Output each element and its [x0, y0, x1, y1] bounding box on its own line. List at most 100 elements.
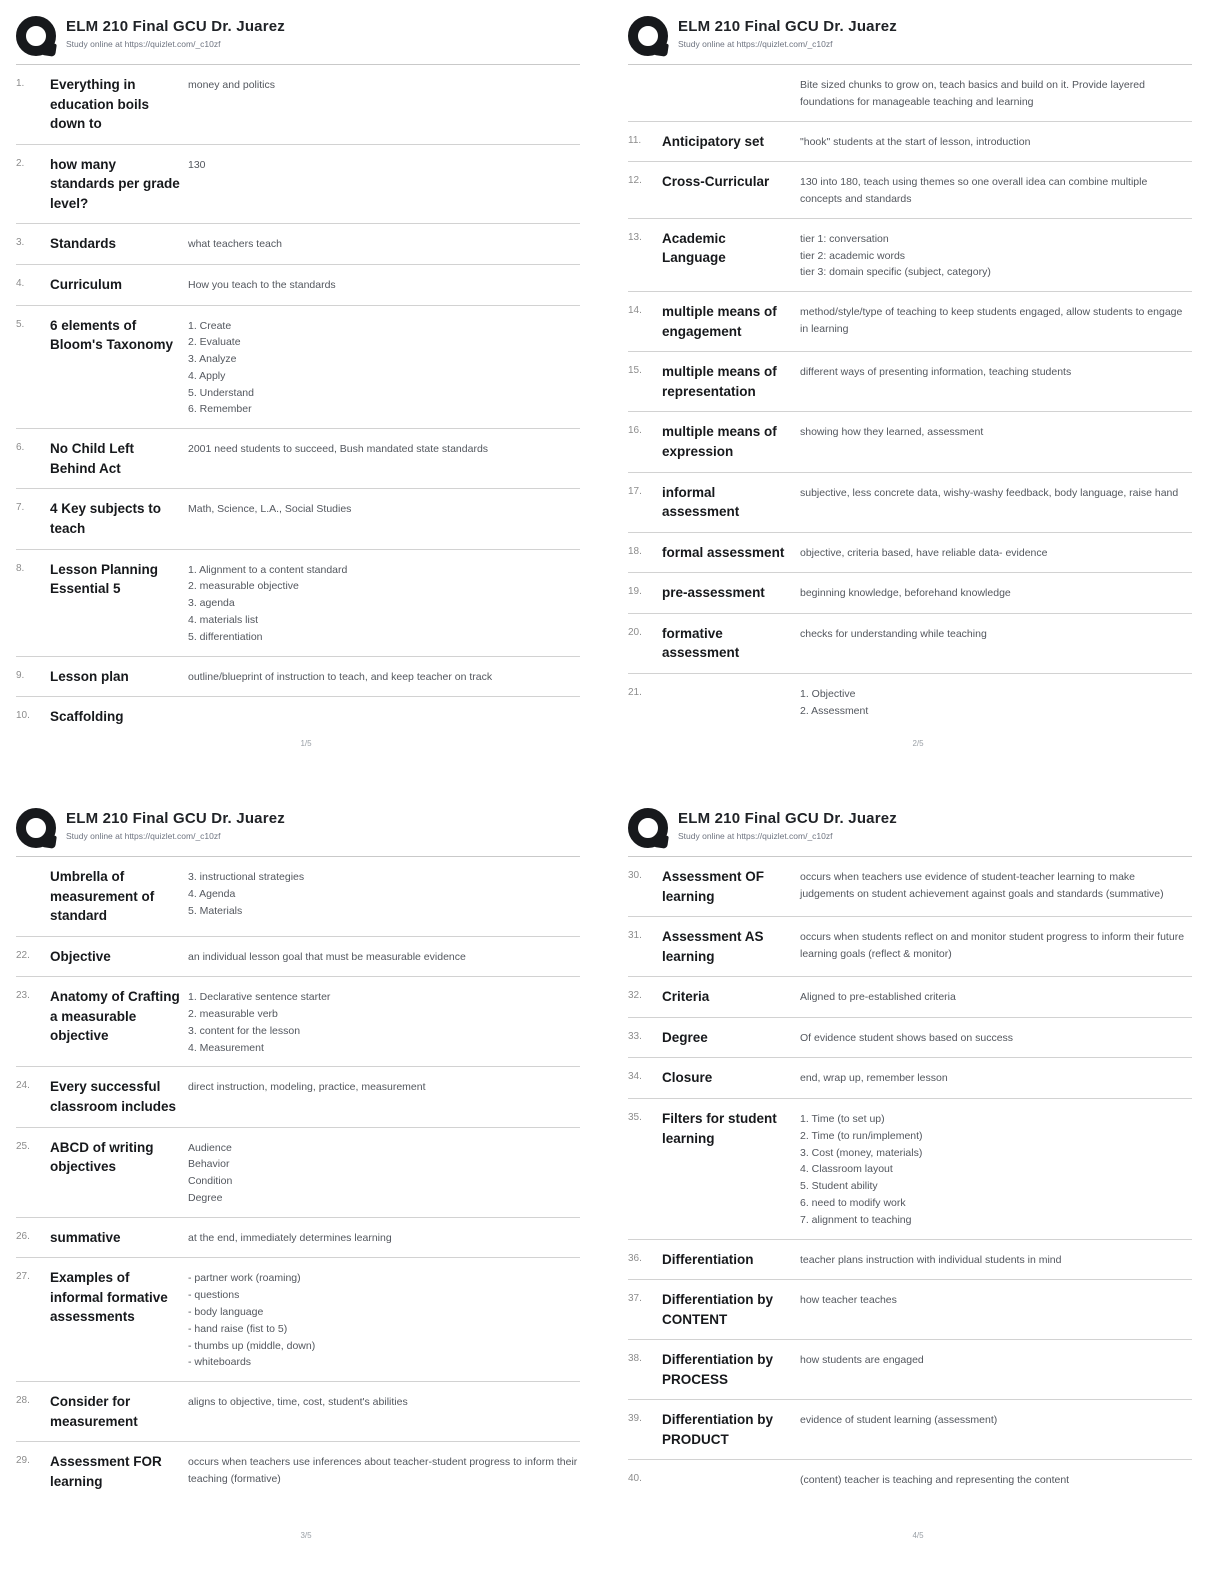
card-number: 23. [16, 990, 30, 1002]
card-definition: 1. Objective 2. Assessment [800, 687, 869, 717]
card-row: 6. No Child Left Behind Act 2001 need stud… [16, 429, 580, 490]
card-definition: objective, criteria based, have reliable… [800, 546, 1048, 559]
page-1: ELM 210 Final GCU Dr. Juarez Study onlin… [0, 0, 612, 792]
card-row: 22. Objective an individual lesson goal th… [16, 937, 580, 978]
card-row: 31. Assessment AS learning occurs when stu… [628, 917, 1192, 978]
card-term: Everything in education boils down to [50, 77, 150, 132]
card-definition: occurs when students reflect on and moni… [800, 931, 1185, 960]
card-number: 38. [628, 1353, 642, 1365]
page-number: 3/5 [300, 1531, 312, 1540]
study-online-url: Study online at https://quizlet.com/_c10… [66, 831, 221, 841]
card-term: Filters for student learning [662, 1110, 777, 1146]
card-term: Criteria [662, 989, 710, 1005]
card-term: multiple means of engagement [662, 304, 777, 339]
card-row: 36. Differentiation teacher plans instruct… [628, 1240, 1192, 1281]
card-row: 26. summative at the end, immediately dete… [16, 1218, 580, 1259]
card-definition: at the end, immediately determines learn… [188, 1231, 392, 1244]
card-definition: occurs when teachers use evidence of stu… [800, 871, 1164, 900]
card-row: 14. multiple means of engagement method/st… [628, 292, 1192, 353]
card-definition: - partner work (roaming) - questions - b… [188, 1272, 316, 1369]
page-header: ELM 210 Final GCU Dr. Juarez Study onlin… [16, 16, 580, 65]
card-number: 5. [16, 318, 25, 330]
card-number: 1. [16, 78, 25, 89]
card-term: Differentiation by CONTENT [662, 1292, 774, 1327]
card-term: Lesson Planning Essential 5 [50, 561, 159, 597]
card-term: Differentiation by PROCESS [662, 1352, 774, 1387]
card-number: 9. [16, 669, 25, 681]
card-term: Consider for measurement [50, 1394, 138, 1429]
card-definition: tier 1: conversation tier 2: academic wo… [800, 232, 991, 279]
card-row: 30. Assessment OF learning occurs when tea… [628, 857, 1192, 918]
card-term: informal assessment [662, 484, 740, 520]
card-row: 8. Lesson Planning Essential 5 1. Alignmen… [16, 550, 580, 657]
card-term [662, 75, 792, 111]
card-definition: How you teach to the standards [188, 278, 336, 291]
card-definition: end, wrap up, remember lesson [800, 1072, 948, 1085]
card-term: Assessment OF learning [662, 869, 765, 904]
card-term: Objective [50, 948, 111, 964]
card-definition: (content) teacher is teaching and repres… [800, 1474, 1070, 1487]
card-definition: Of evidence student shows based on succe… [800, 1031, 1014, 1044]
card-number: 37. [628, 1293, 642, 1305]
page-title: ELM 210 Final GCU Dr. Juarez [678, 810, 897, 827]
card-row: Umbrella of measurement of standard 3. in… [16, 857, 580, 937]
card-term: Closure [662, 1070, 713, 1086]
card-term: Scaffolding [50, 709, 124, 725]
card-row: 13. Academic Language tier 1: conversation… [628, 219, 1192, 293]
card-definition: beginning knowledge, beforehand knowledg… [800, 587, 1011, 600]
card-definition: how teacher teaches [800, 1294, 897, 1307]
page-title: ELM 210 Final GCU Dr. Juarez [66, 810, 285, 827]
card-term: Anatomy of Crafting a measurable objecti… [50, 989, 180, 1044]
card-number: 10. [16, 710, 30, 722]
card-definition: 1. Declarative sentence starter 2. measu… [188, 991, 331, 1054]
card-list: 30. Assessment OF learning occurs when tea… [628, 857, 1192, 1499]
card-row: 18. formal assessment objective, criteria … [628, 533, 1192, 574]
card-definition: outline/blueprint of instruction to teac… [188, 670, 493, 683]
card-term: Degree [662, 1029, 708, 1045]
page-number: 4/5 [912, 1531, 924, 1540]
card-term: Lesson plan [50, 668, 129, 684]
card-row: 15. multiple means of representation diffe… [628, 352, 1192, 413]
card-definition: 1. Create 2. Evaluate 3. Analyze 4. Appl… [188, 319, 254, 416]
card-definition: 3. instructional strategies 4. Agenda 5.… [188, 871, 305, 917]
card-number: 35. [628, 1111, 642, 1123]
card-definition: evidence of student learning (assessment… [800, 1414, 998, 1427]
page-header: ELM 210 Final GCU Dr. Juarez Study onlin… [16, 808, 580, 857]
card-definition: an individual lesson goal that must be m… [188, 950, 466, 963]
card-term: multiple means of expression [662, 424, 777, 459]
card-number: 22. [16, 949, 30, 961]
card-number: 31. [628, 930, 642, 942]
card-number: 8. [16, 562, 25, 574]
card-definition: method/style/type of teaching to keep st… [800, 306, 1183, 335]
card-number: 24. [16, 1080, 30, 1092]
card-row: 10. Scaffolding [16, 697, 580, 737]
quizlet-logo-icon [16, 16, 57, 57]
card-number: 27. [16, 1271, 30, 1283]
card-row: 9. Lesson plan outline/blueprint of instru… [16, 657, 580, 698]
card-number: 32. [628, 990, 642, 1002]
card-row: Bite sized chunks to grow on, teach basi… [628, 65, 1192, 122]
card-term: 4 Key subjects to teach [50, 501, 162, 536]
card-definition: occurs when teachers use inferences abou… [188, 1456, 578, 1486]
card-row: 25. ABCD of writing objectives Audience Be… [16, 1128, 580, 1218]
card-number: 29. [16, 1455, 30, 1467]
card-row: 21. 1. Objective 2. Assessment [628, 674, 1192, 730]
card-row: 2. how many standards per grade level? 130 [16, 145, 580, 225]
page-3: ELM 210 Final GCU Dr. Juarez Study onlin… [0, 792, 612, 1584]
quizlet-logo-icon [628, 808, 669, 849]
card-number: 19. [628, 586, 642, 598]
card-row: 11. Anticipatory set "hook" students at th… [628, 122, 1192, 163]
card-row: 20. formative assessment checks for unders… [628, 614, 1192, 674]
card-term: ABCD of writing objectives [50, 1139, 154, 1175]
card-number: 18. [628, 545, 642, 557]
card-number: 15. [628, 365, 642, 377]
card-definition: different ways of presenting information… [800, 366, 1072, 379]
card-number: 30. [628, 870, 642, 881]
card-definition: checks for understanding while teaching [800, 627, 987, 640]
card-number: 11. [628, 134, 642, 146]
card-number: 17. [628, 485, 642, 497]
page-header: ELM 210 Final GCU Dr. Juarez Study onlin… [628, 808, 1192, 857]
card-number: 14. [628, 305, 642, 317]
card-row: 12. Cross-Curricular 130 into 180, teach u… [628, 162, 1192, 219]
